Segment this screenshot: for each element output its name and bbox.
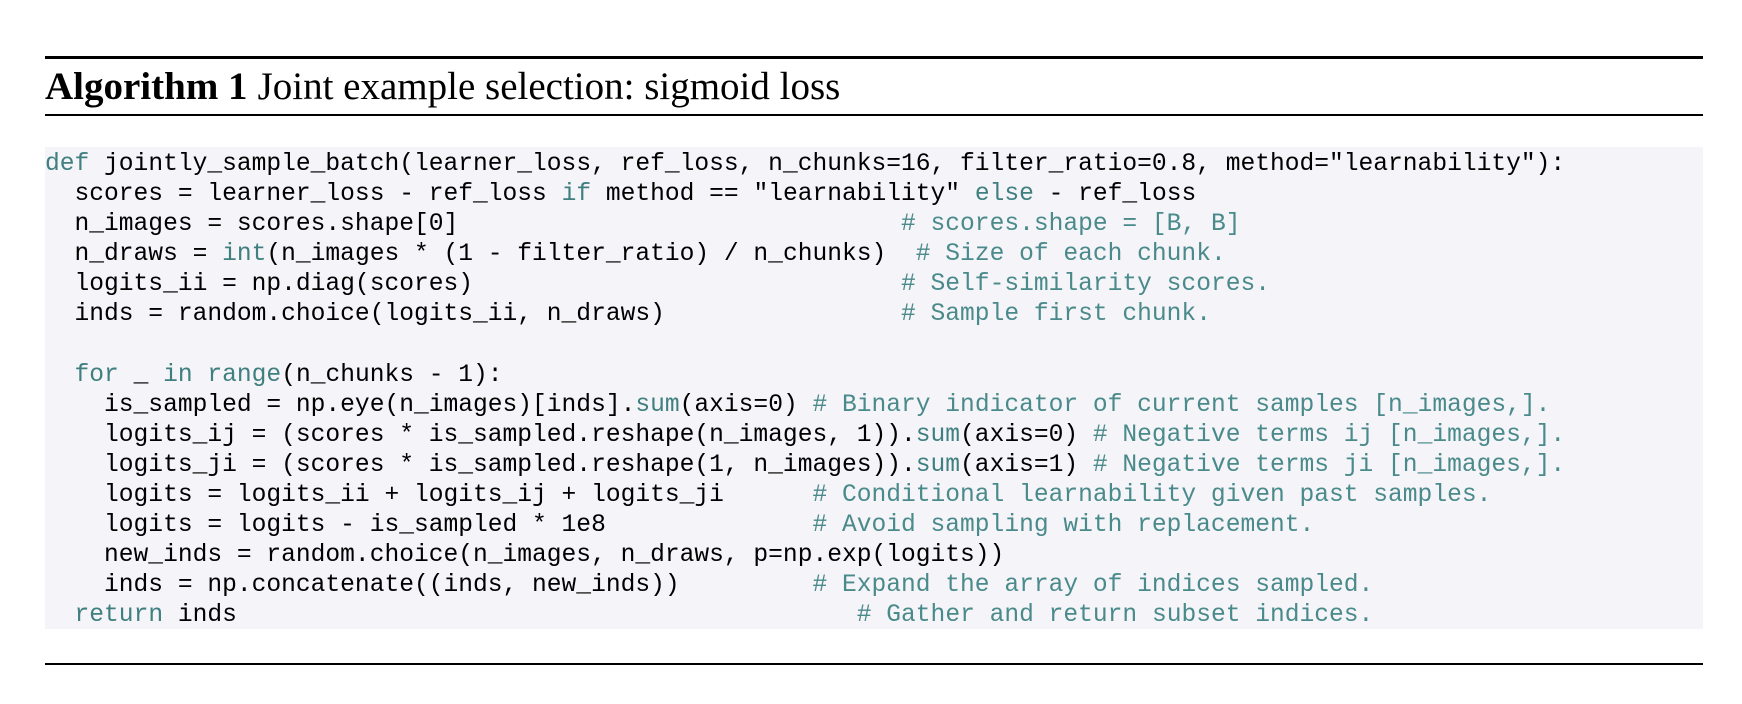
code-text: is_sampled = np.eye(n_images)[inds]. (45, 391, 636, 419)
algorithm-header: Algorithm 1 Joint example selection: sig… (45, 59, 1703, 114)
code-keyword: for (74, 361, 119, 389)
code-text: logits = logits_ii + logits_ij + logits_… (45, 482, 813, 510)
code-text: inds = random.choice(logits_ii, n_draws) (45, 301, 902, 329)
code-text: (n_images * (1 - filter_ratio) / n_chunk… (266, 241, 916, 269)
code-line: for _ in range(n_chunks - 1): (45, 361, 1703, 391)
code-comment: # Avoid sampling with replacement. (812, 512, 1315, 540)
code-line: inds = np.concatenate((inds, new_inds)) … (45, 571, 1703, 601)
code-line: new_inds = random.choice(n_images, n_dra… (45, 541, 1703, 571)
code-text: logits_ii = np.diag(scores) (45, 271, 902, 299)
code-comment: # Negative terms ij [n_images,]. (1092, 421, 1566, 449)
code-text (193, 362, 208, 389)
code-text: n_draws = (45, 241, 223, 269)
code-line: return inds # Gather and return subset i… (45, 601, 1703, 631)
code-keyword: if (561, 181, 592, 209)
code-text: logits_ij = (scores * is_sampled.reshape… (45, 421, 916, 449)
code-line: logits = logits_ii + logits_ij + logits_… (45, 481, 1703, 511)
code-line: scores = learner_loss - ref_loss if meth… (45, 180, 1703, 210)
code-line (45, 331, 1703, 361)
algorithm-label: Algorithm 1 (45, 65, 248, 108)
code-keyword: def (45, 151, 90, 178)
code-keyword: return (74, 602, 164, 630)
bottom-rule (45, 663, 1703, 665)
code-line: logits_ij = (scores * is_sampled.reshape… (45, 421, 1703, 451)
code-comment: # Negative terms ji [n_images,]. (1092, 451, 1566, 479)
code-line: n_images = scores.shape[0] # scores.shap… (45, 210, 1703, 240)
code-text: new_inds = random.choice(n_images, n_dra… (45, 542, 1005, 570)
code-comment: # Gather and return subset indices. (856, 602, 1374, 630)
code-line: logits_ii = np.diag(scores) # Self-simil… (45, 270, 1703, 300)
code-text: jointly_sample_batch(learner_loss, ref_l… (89, 151, 1566, 178)
code-listing: def jointly_sample_batch(learner_loss, r… (45, 147, 1703, 629)
header-rule (45, 114, 1703, 116)
code-text: (n_chunks - 1): (281, 361, 503, 389)
code-keyword: int (222, 241, 267, 269)
code-line: logits_ji = (scores * is_sampled.reshape… (45, 451, 1703, 481)
code-keyword: in (163, 361, 193, 389)
code-line: inds = random.choice(logits_ii, n_draws)… (45, 300, 1703, 330)
code-comment: # Size of each chunk. (915, 241, 1226, 269)
code-text: logits = logits - is_sampled * 1e8 (45, 512, 813, 540)
code-comment: # scores.shape = [B, B] (901, 211, 1241, 239)
code-keyword: sum (915, 421, 961, 449)
code-text (45, 362, 75, 389)
code-keyword: range (207, 361, 282, 389)
code-text: (axis=0) (960, 421, 1093, 449)
code-text: inds (163, 602, 857, 630)
code-text: (axis=1) (960, 451, 1093, 479)
code-text: logits_ji = (scores * is_sampled.reshape… (45, 451, 916, 479)
code-comment: # Expand the array of indices sampled. (812, 572, 1374, 600)
code-line: is_sampled = np.eye(n_images)[inds].sum(… (45, 391, 1703, 421)
code-keyword: sum (915, 451, 961, 479)
code-line: def jointly_sample_batch(learner_loss, r… (45, 150, 1703, 180)
code-comment: # Conditional learnability given past sa… (812, 482, 1492, 510)
code-line: n_draws = int(n_images * (1 - filter_rat… (45, 240, 1703, 270)
code-text: _ (118, 361, 164, 389)
code-comment: # Sample first chunk. (901, 301, 1211, 329)
algorithm-title: Joint example selection: sigmoid loss (257, 65, 841, 108)
code-keyword: sum (635, 391, 680, 419)
code-comment: # Binary indicator of current samples [n… (812, 391, 1551, 419)
code-text: (axis=0) (679, 391, 813, 419)
code-text: inds = np.concatenate((inds, new_inds)) (45, 572, 813, 600)
code-text: - ref_loss (1033, 181, 1197, 209)
code-text: scores = learner_loss - ref_loss (45, 181, 562, 209)
code-keyword: else (974, 181, 1034, 209)
code-text (45, 602, 75, 629)
algorithm-block: Algorithm 1 Joint example selection: sig… (45, 56, 1703, 629)
code-text: method == "learnability" (591, 181, 975, 209)
top-rule (45, 56, 1703, 59)
code-text: n_images = scores.shape[0] (45, 211, 902, 239)
code-comment: # Self-similarity scores. (901, 271, 1270, 299)
code-line: logits = logits - is_sampled * 1e8 # Avo… (45, 511, 1703, 541)
